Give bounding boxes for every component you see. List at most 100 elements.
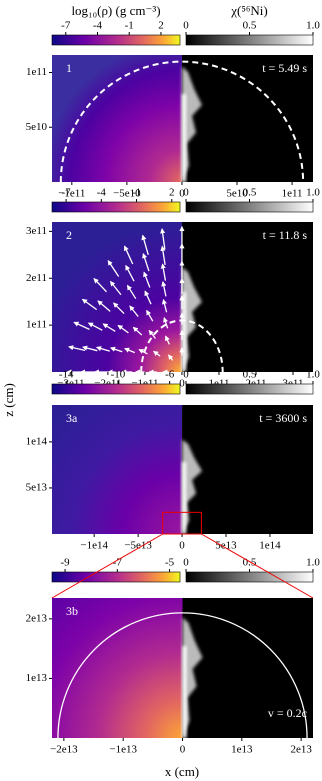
colorbar-tick-label: 0.5 [243, 187, 257, 199]
nickel-plume [181, 66, 202, 182]
velocity-arrow [109, 280, 122, 296]
panel-label: 1 [66, 61, 72, 75]
velocity-arrow [109, 346, 123, 353]
x-tick-label: 0 [179, 540, 185, 552]
x-tick-label: 0 [179, 188, 185, 200]
velocity-arrow [138, 348, 148, 355]
colorbar-tick-label: -7 [113, 557, 123, 569]
velocity-arrow [125, 264, 135, 282]
velocity-arrow [160, 263, 167, 281]
colorbar-tick-label: -9 [60, 557, 70, 569]
colorbar [51, 201, 181, 213]
velocity-arrow [124, 347, 136, 354]
velocity-arrow [146, 309, 154, 322]
velocity-arrow [142, 252, 150, 272]
y-axis-label: z (cm) [1, 383, 16, 417]
x-tick-label: −1e14 [80, 540, 108, 552]
panel-image [52, 598, 313, 738]
nickel-map [182, 598, 313, 738]
colorbar [185, 201, 314, 213]
velocity-arrow [163, 316, 169, 329]
y-tick-label: 5e13 [26, 481, 48, 493]
colorbar-tick-label: 0.5 [243, 369, 257, 381]
y-tick-label: 3e11 [26, 225, 47, 237]
x-tick-label: 1e13 [231, 744, 253, 756]
x-tick-label: 1e11 [282, 188, 303, 200]
velocity-arrow [81, 345, 98, 352]
velocity-arrow [132, 326, 143, 336]
velocity-arrow [97, 300, 111, 312]
x-tick-label: 5e13 [215, 540, 237, 552]
radius-arc [140, 319, 224, 372]
nickel-plume [181, 267, 202, 372]
colorbar-tick-label: -1 [125, 20, 134, 32]
panel-label: 3a [66, 411, 78, 425]
velocity-arrow [68, 345, 86, 351]
nickel-plume [182, 617, 203, 738]
velocity-arrow [93, 277, 107, 293]
velocity-arrow [87, 322, 103, 331]
colorbar-tick-label: -7 [61, 20, 71, 32]
y-tick-label: 2e11 [26, 272, 47, 284]
density-map [52, 405, 183, 534]
colorbar-tick-label: 1.0 [306, 187, 320, 199]
velocity-arrow [117, 324, 129, 334]
velocity-arrow [148, 329, 157, 339]
velocity-arrow [165, 335, 170, 345]
nickel-core [182, 646, 187, 738]
x-tick-label: −5e13 [124, 540, 152, 552]
colorbar-tick-label: 0 [183, 187, 189, 199]
x-tick-label: −2e13 [50, 744, 78, 756]
panel-annotation: t = 3600 s [259, 411, 307, 425]
x-tick-label: 0 [179, 378, 185, 390]
colorbar [185, 571, 314, 583]
x-tick-label: 5e10 [226, 188, 248, 200]
colorbar-tick-label: -14 [59, 369, 74, 381]
panel-annotation: v = 0.2c [268, 706, 307, 720]
velocity-arrow [160, 245, 166, 265]
nickel-map [181, 55, 313, 182]
x-tick-label: 2e13 [290, 744, 312, 756]
nickel-map [181, 222, 313, 372]
nickel-core [182, 462, 187, 534]
colorbar-tick-label: -4 [93, 20, 103, 32]
y-tick-label: 5e10 [26, 121, 48, 133]
velocity-arrow [81, 298, 98, 311]
panel-label: 2 [66, 228, 72, 242]
y-tick-label: 1e13 [26, 672, 48, 684]
velocity-arrow [107, 259, 120, 277]
colorbar-tick-label: -5 [165, 557, 175, 569]
velocity-arrow [152, 350, 161, 357]
colorbar [185, 34, 314, 46]
x-axis-label: x (cm) [165, 764, 199, 779]
x-tick-label: −1e11 [58, 188, 85, 200]
colorbar-tick-label: 0 [183, 557, 189, 569]
colorbar-tick-label: -6 [165, 369, 175, 381]
panel-image [52, 405, 313, 534]
velocity-arrow [95, 346, 110, 352]
velocity-arrow [126, 284, 137, 300]
nickel-plume [182, 439, 203, 534]
velocity-arrow [144, 290, 152, 305]
y-tick-label: 1e11 [26, 319, 47, 331]
colorbar [51, 383, 181, 395]
nickel-map [182, 405, 313, 534]
panel-image [52, 55, 313, 182]
velocity-arrow [113, 302, 125, 315]
colorbar-tick-label: 0 [183, 369, 189, 381]
y-tick-label: 2e13 [26, 612, 48, 624]
colorbar [51, 34, 181, 46]
radius-arc [59, 60, 305, 182]
x-tick-label: 1e14 [259, 540, 281, 552]
colorbar-tick-label: -7 [62, 187, 72, 199]
velocity-arrow [102, 323, 116, 332]
colorbar-tick-label: -4 [97, 187, 107, 199]
panel-annotation: t = 5.49 s [262, 61, 307, 75]
velocity-arrow [73, 321, 90, 330]
radius-arc [57, 612, 308, 738]
x-tick-label: 0 [180, 744, 186, 756]
velocity-arrow [141, 234, 149, 256]
colorbar-tick-label: 2 [158, 20, 164, 32]
nickel-core [181, 94, 186, 182]
